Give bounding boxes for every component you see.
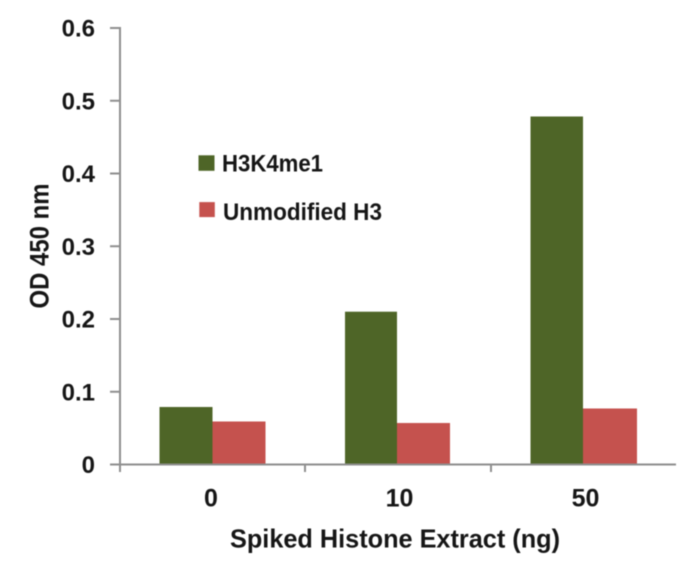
svg-text:Spiked Histone Extract (ng): Spiked Histone Extract (ng)	[230, 524, 560, 554]
svg-text:50: 50	[572, 485, 600, 513]
svg-text:10: 10	[386, 485, 414, 513]
svg-text:OD 450 nm: OD 450 nm	[25, 184, 55, 309]
svg-text:0.5: 0.5	[62, 88, 95, 115]
svg-text:0.4: 0.4	[62, 161, 96, 188]
svg-text:0: 0	[82, 452, 95, 479]
svg-text:0.3: 0.3	[62, 234, 95, 261]
svg-text:0.1: 0.1	[62, 379, 95, 406]
svg-text:0.6: 0.6	[62, 16, 95, 43]
svg-text:0.2: 0.2	[62, 307, 95, 334]
svg-text:H3K4me1: H3K4me1	[222, 150, 323, 177]
svg-text:Unmodified H3: Unmodified H3	[223, 199, 382, 226]
svg-text:0: 0	[204, 485, 218, 513]
